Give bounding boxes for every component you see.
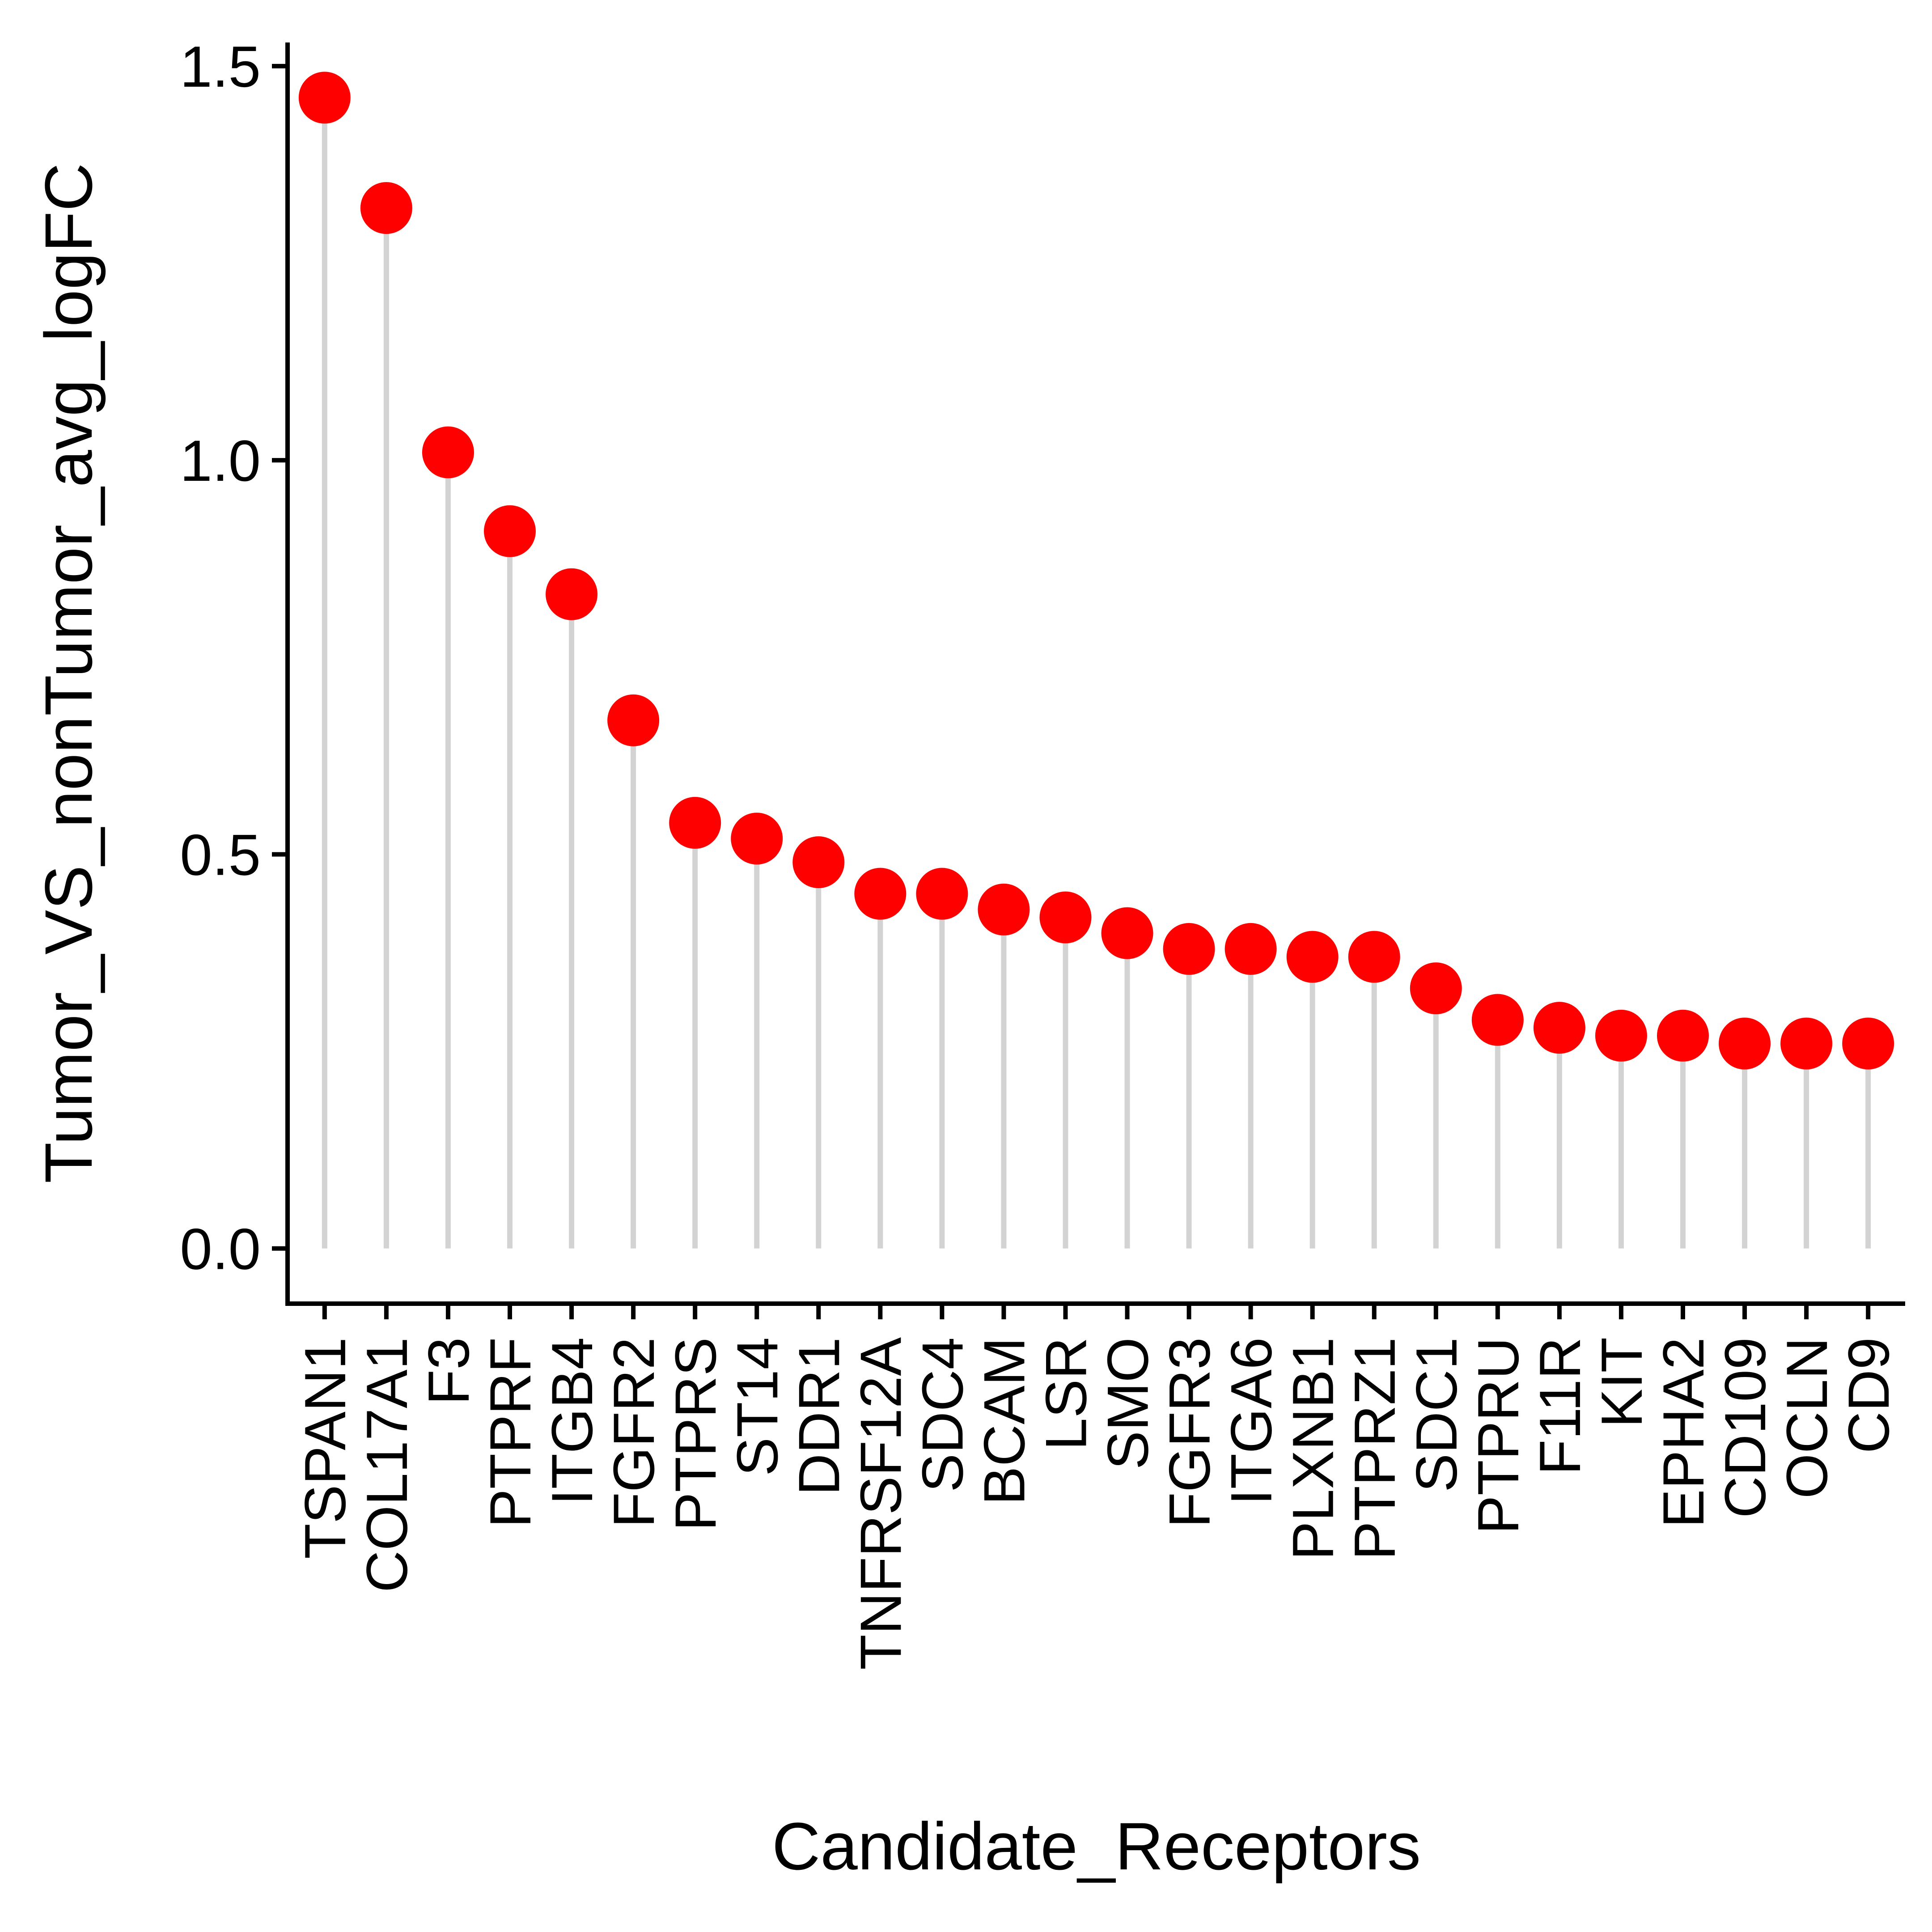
point-EPHA2 xyxy=(1657,1009,1709,1062)
point-FGFR2 xyxy=(607,694,660,746)
y-axis-title: Tumor_VS_nonTumor_avg_logFC xyxy=(31,163,106,1183)
point-PLXNB1 xyxy=(1286,931,1339,983)
y-tick-label: 1.0 xyxy=(180,428,261,493)
point-DDR1 xyxy=(792,836,845,888)
point-PTPRF xyxy=(483,505,536,557)
x-tick-label: CD109 xyxy=(1712,1337,1778,1518)
x-tick-label: FGFR2 xyxy=(601,1337,666,1528)
x-tick-label: ST14 xyxy=(724,1337,790,1476)
x-tick-label: EPHA2 xyxy=(1651,1337,1716,1528)
x-tick-label: FGFR3 xyxy=(1157,1337,1222,1528)
point-ITGA6 xyxy=(1224,923,1277,975)
x-tick-label: ITGA6 xyxy=(1219,1337,1284,1505)
x-ticks: TSPAN1COL17A1F3PTPRFITGB4FGFR2PTPRSST14D… xyxy=(292,1304,1901,1670)
axes-layer xyxy=(285,42,1905,1306)
point-CD9 xyxy=(1842,1017,1894,1070)
x-axis-title: Candidate_Receptors xyxy=(772,1809,1421,1884)
point-OCLN xyxy=(1780,1017,1833,1070)
point-TNFRSF12A xyxy=(854,868,907,920)
point-BCAM xyxy=(978,883,1030,936)
x-tick-label: PTPRZ1 xyxy=(1342,1337,1407,1560)
point-FGFR3 xyxy=(1163,923,1215,975)
point-PTPRS xyxy=(669,797,721,849)
x-tick-label: TNFRSF12A xyxy=(848,1337,913,1670)
x-tick-label: PTPRU xyxy=(1466,1337,1531,1534)
point-KIT xyxy=(1595,1009,1647,1062)
x-tick-label: OCLN xyxy=(1774,1337,1839,1499)
points-layer xyxy=(298,72,1894,1070)
y-tick-label: 0.5 xyxy=(180,822,261,887)
point-PTPRU xyxy=(1471,994,1524,1046)
point-ITGB4 xyxy=(546,568,598,620)
point-LSR xyxy=(1039,891,1092,944)
point-TSPAN1 xyxy=(298,72,351,124)
x-tick-label: TSPAN1 xyxy=(292,1337,358,1559)
x-tick-label: F3 xyxy=(416,1337,481,1405)
point-SDC1 xyxy=(1410,962,1462,1014)
point-PTPRZ1 xyxy=(1348,931,1400,983)
x-tick-label: PLXNB1 xyxy=(1280,1337,1346,1560)
x-tick-label: CD9 xyxy=(1836,1337,1901,1453)
point-CD109 xyxy=(1719,1017,1771,1070)
point-F3 xyxy=(422,426,474,479)
y-tick-label: 0.0 xyxy=(180,1216,261,1282)
y-tick-label: 1.5 xyxy=(180,34,261,99)
point-F11R xyxy=(1533,1002,1585,1054)
stems-layer xyxy=(322,97,1871,1249)
point-ST14 xyxy=(731,813,783,865)
x-tick-label: SDC4 xyxy=(910,1337,975,1492)
point-SDC4 xyxy=(916,868,968,920)
x-tick-label: DDR1 xyxy=(786,1337,852,1496)
x-tick-label: BCAM xyxy=(971,1337,1037,1505)
y-ticks: 0.0 0.5 1.0 1.5 xyxy=(180,34,288,1282)
x-tick-label: PTPRF xyxy=(478,1337,543,1528)
point-SMO xyxy=(1101,907,1153,959)
x-tick-label: SMO xyxy=(1095,1337,1161,1470)
x-tick-label: LSR xyxy=(1033,1337,1098,1450)
x-tick-label: F11R xyxy=(1527,1337,1593,1475)
x-tick-label: KIT xyxy=(1589,1337,1654,1428)
x-tick-label: COL17A1 xyxy=(354,1337,419,1593)
point-COL17A1 xyxy=(360,182,412,234)
x-tick-label: PTPRS xyxy=(663,1337,728,1531)
x-tick-label: ITGB4 xyxy=(539,1337,605,1505)
x-tick-label: SDC1 xyxy=(1404,1337,1469,1492)
